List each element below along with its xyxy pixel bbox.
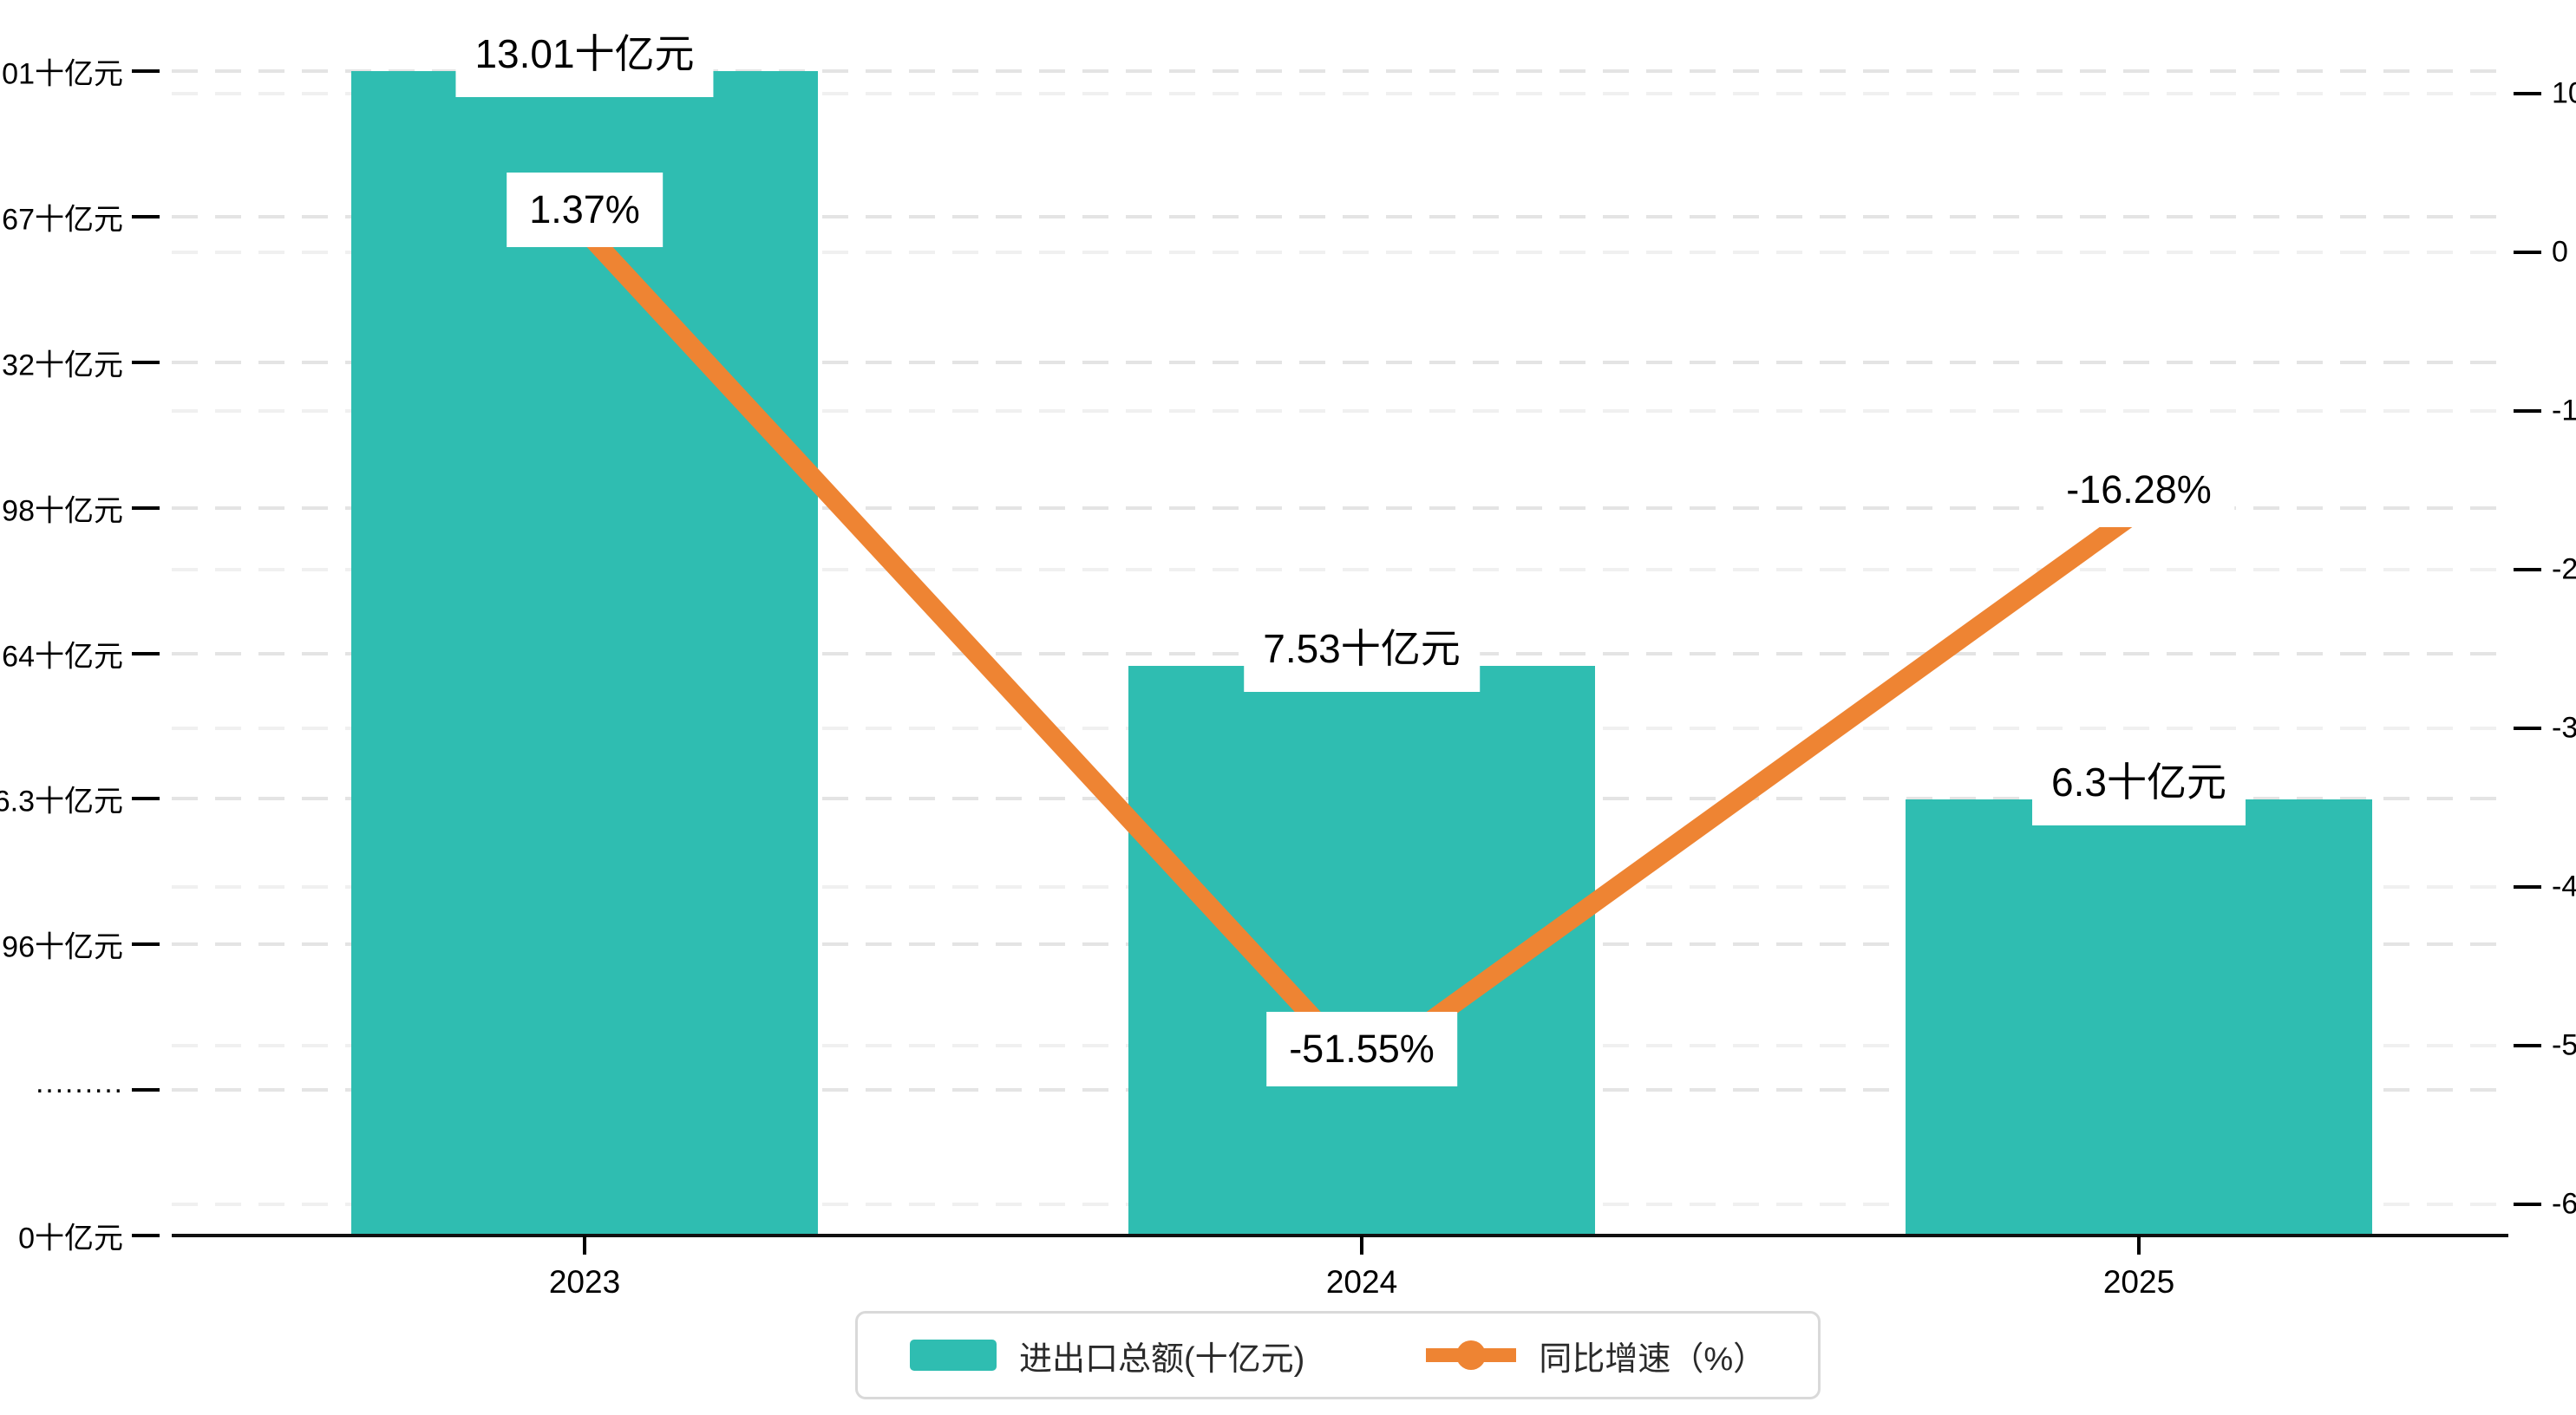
legend-item-line-series[interactable]: 同比增速（%） (1426, 1332, 1766, 1379)
x-axis-label: 2023 (548, 1264, 621, 1300)
x-axis-tick (1360, 1236, 1363, 1255)
y-axis-right-tick (2514, 92, 2541, 95)
y-axis-right-tick (2514, 251, 2541, 254)
y-axis-right-tick-label: -40 (2552, 870, 2576, 903)
line-value-label: 1.37% (507, 172, 663, 247)
y-axis-right-tick-label: -60 (2552, 1187, 2576, 1221)
y-axis-left-tick (132, 942, 160, 947)
y-axis-right-tick (2514, 568, 2541, 571)
y-axis-left-tick-label: 6.3十亿元 (0, 785, 123, 818)
y-axis-left-tick-label: 10.32十亿元 (0, 349, 123, 382)
y-axis-left-tick (132, 69, 160, 73)
y-axis-left-tick-label: 11.67十亿元 (0, 203, 123, 237)
y-axis-right-tick-label: -10 (2552, 394, 2576, 427)
bar-series-swatch-icon (910, 1340, 997, 1371)
y-axis-right-tick (2514, 1044, 2541, 1047)
x-axis-tick (2137, 1236, 2141, 1255)
x-axis-line (172, 1234, 2508, 1237)
y-axis-left-tick-label: 8.98十亿元 (0, 494, 123, 528)
y-axis-left-tick-label: 7.64十亿元 (0, 640, 123, 673)
y-axis-right-tick-label: -50 (2552, 1028, 2576, 1062)
y-axis-right-tick (2514, 409, 2541, 413)
legend-label-line-series: 同比增速（%） (1539, 1340, 1767, 1378)
y-axis-left-tick-label: 4.96十亿元 (0, 930, 123, 964)
line-value-label: -51.55% (1266, 1012, 1457, 1087)
x-axis-tick (583, 1236, 586, 1255)
y-axis-left-tick (132, 1234, 160, 1237)
y-axis-right-tick-label: -20 (2552, 552, 2576, 586)
y-axis-left-tick (132, 1088, 160, 1092)
y-axis-right-tick (2514, 885, 2541, 889)
y-axis-left-tick (132, 651, 160, 655)
y-axis-left-tick (132, 505, 160, 510)
bar-2024[interactable] (1128, 666, 1595, 1236)
bar-value-label: 6.3十亿元 (2032, 739, 2246, 826)
y-axis-right-tick (2514, 727, 2541, 730)
y-axis-right-tick-label: 10 (2552, 76, 2576, 110)
y-axis-right-tick (2514, 1203, 2541, 1206)
y-axis-left-tick (132, 797, 160, 801)
y-axis-left-tick-label: 13.01十亿元 (0, 57, 123, 91)
line-series-swatch-icon (1426, 1340, 1517, 1371)
y-axis-left-tick (132, 214, 160, 218)
y-axis-right-tick-label: 0 (2552, 235, 2568, 269)
y-axis-left-tick-label: 0十亿元 (18, 1222, 123, 1255)
legend: 进出口总额(十亿元) 同比增速（%） (855, 1311, 1821, 1399)
y-axis-left-tick (132, 360, 160, 364)
legend-label-bar-series: 进出口总额(十亿元) (1019, 1340, 1305, 1378)
x-axis-label: 2024 (1325, 1264, 1398, 1300)
x-axis-label: 2025 (2102, 1264, 2175, 1300)
y-axis-left-tick-label: ········· (35, 1073, 123, 1106)
y-axis-right-tick-label: -30 (2552, 711, 2576, 745)
line-value-label: -16.28% (2043, 452, 2234, 527)
legend-item-bar-series[interactable]: 进出口总额(十亿元) (910, 1332, 1304, 1379)
bar-2025[interactable] (1906, 799, 2372, 1236)
bar-value-label: 7.53十亿元 (1244, 605, 1480, 693)
bar-value-label: 13.01十亿元 (455, 10, 714, 97)
